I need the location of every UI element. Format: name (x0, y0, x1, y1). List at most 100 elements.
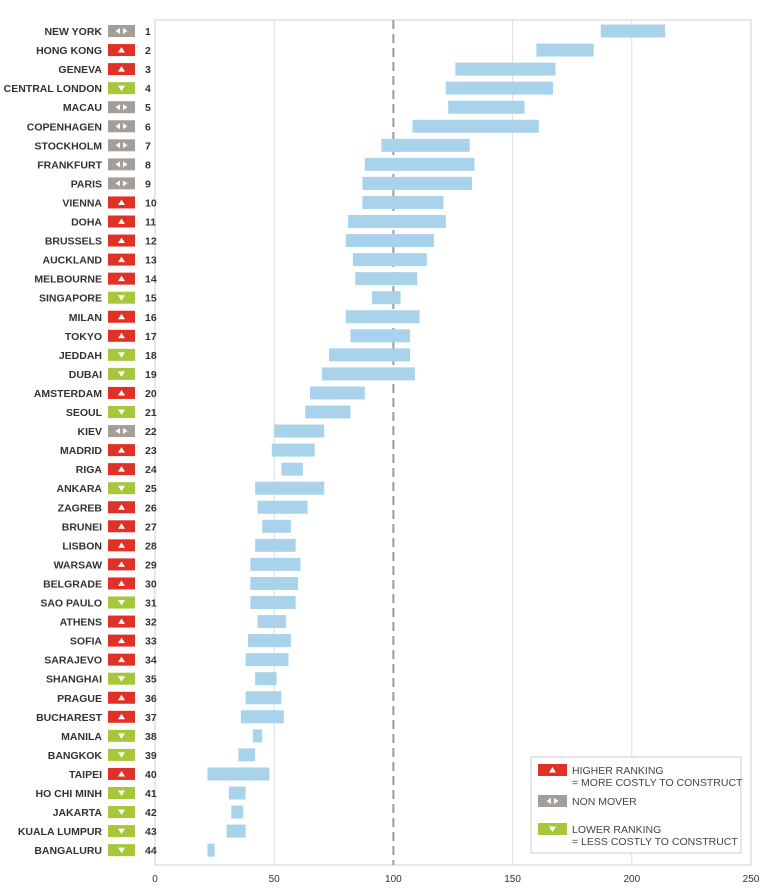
rank-label: 44 (145, 845, 157, 857)
rank-change-badge (108, 825, 135, 838)
rank-change-badge (108, 25, 135, 37)
legend-badge (538, 795, 567, 807)
range-bar (362, 195, 444, 209)
rank-change-badge (108, 672, 135, 685)
legend-badge (538, 764, 567, 776)
city-label: BUCHAREST (36, 712, 103, 724)
city-label: KIEV (77, 426, 102, 438)
rank-change-badge (108, 139, 135, 152)
range-bar (329, 348, 411, 362)
city-label: SAO PAULO (40, 598, 102, 610)
range-bar (228, 786, 246, 800)
range-bar (355, 272, 418, 286)
rank-label: 42 (145, 807, 157, 819)
city-label: BANGALURU (34, 845, 102, 857)
rank-label: 1 (145, 26, 151, 38)
rank-label: 31 (145, 598, 157, 610)
city-label: CENTRAL LONDON (4, 83, 102, 95)
city-label: DOHA (71, 217, 102, 229)
rank-label: 36 (145, 693, 157, 705)
rank-label: 30 (145, 578, 157, 590)
range-bar (250, 596, 296, 609)
gridlines (273, 20, 633, 865)
range-bar (250, 576, 299, 590)
range-bar (226, 824, 246, 838)
rank-change-badge (108, 215, 135, 228)
range-bar (412, 119, 539, 133)
city-label: PARIS (71, 178, 102, 190)
range-bar (255, 672, 277, 686)
range-bars (207, 24, 666, 857)
range-bar (345, 310, 420, 324)
rank-change-badge (108, 44, 135, 57)
rank-change-badge (108, 787, 135, 799)
range-bar (445, 81, 554, 95)
city-label: BELGRADE (43, 578, 102, 590)
rank-label: 26 (145, 502, 157, 514)
range-bar (262, 519, 291, 533)
rank-label: 33 (145, 636, 157, 648)
rank-change-badge (108, 177, 135, 190)
range-bar (257, 615, 287, 629)
range-bar (240, 710, 284, 724)
rank-label: 32 (145, 617, 157, 629)
rank-change-badge (108, 710, 135, 723)
city-label: BRUNEI (62, 521, 102, 533)
rank-label: 14 (145, 274, 157, 286)
city-label: BANGKOK (48, 750, 103, 762)
city-label: HONG KONG (36, 45, 102, 57)
rank-label: 18 (145, 350, 157, 362)
city-label: RIGA (76, 464, 103, 476)
range-bar (250, 557, 301, 571)
legend-label: NON MOVER (572, 796, 637, 808)
rank-change-badge (108, 596, 135, 609)
x-tick-label: 250 (743, 874, 760, 885)
rank-change-badge (108, 406, 135, 418)
rank-label: 39 (145, 750, 157, 762)
rank-change-badge (108, 577, 135, 590)
rank-change-badge (108, 520, 135, 533)
legend: HIGHER RANKING= MORE COSTLY TO CONSTRUCT… (530, 756, 743, 854)
legend-label: = MORE COSTLY TO CONSTRUCT (572, 777, 743, 789)
rank-label: 37 (145, 712, 157, 724)
rank-change-badge (108, 615, 135, 628)
city-label: TAIPEI (69, 769, 102, 781)
rank-label: 29 (145, 559, 157, 571)
city-label: SARAJEVO (44, 655, 102, 667)
range-bar (247, 634, 291, 648)
rank-label: 24 (145, 464, 157, 476)
range-bar (252, 729, 263, 743)
city-label: MADRID (60, 445, 102, 457)
range-bar (257, 500, 308, 514)
row-labels: NEW YORK 1 HONG KONG 2 GENEVA 3 CENTRAL LONDON… (4, 25, 157, 857)
range-bar (448, 100, 525, 114)
city-label: DUBAI (69, 369, 102, 381)
rank-change-badge (108, 367, 135, 380)
city-label: ATHENS (60, 617, 102, 629)
rank-label: 4 (145, 83, 151, 95)
range-bar (207, 767, 270, 781)
rank-change-badge (108, 634, 135, 647)
range-bar (362, 176, 473, 190)
city-label: NEW YORK (44, 26, 102, 38)
rank-change-badge (108, 539, 135, 552)
rank-label: 41 (145, 788, 157, 800)
city-label: WARSAW (54, 559, 103, 571)
range-bar (271, 443, 315, 457)
city-label: SINGAPORE (39, 293, 102, 305)
rank-change-badge (108, 653, 135, 666)
plot-area (154, 19, 752, 866)
range-bar (350, 329, 411, 343)
rank-label: 38 (145, 731, 157, 743)
x-axis-ticks: 0 50 100 150 200 250 (152, 874, 760, 885)
range-bar (255, 538, 296, 552)
rank-label: 19 (145, 369, 157, 381)
range-bar (345, 234, 434, 248)
rank-label: 20 (145, 388, 157, 400)
rank-change-badge (108, 196, 135, 209)
city-label: MILAN (69, 312, 102, 324)
rank-change-badge (108, 291, 135, 304)
range-bar (348, 215, 446, 228)
rank-label: 10 (145, 197, 157, 209)
